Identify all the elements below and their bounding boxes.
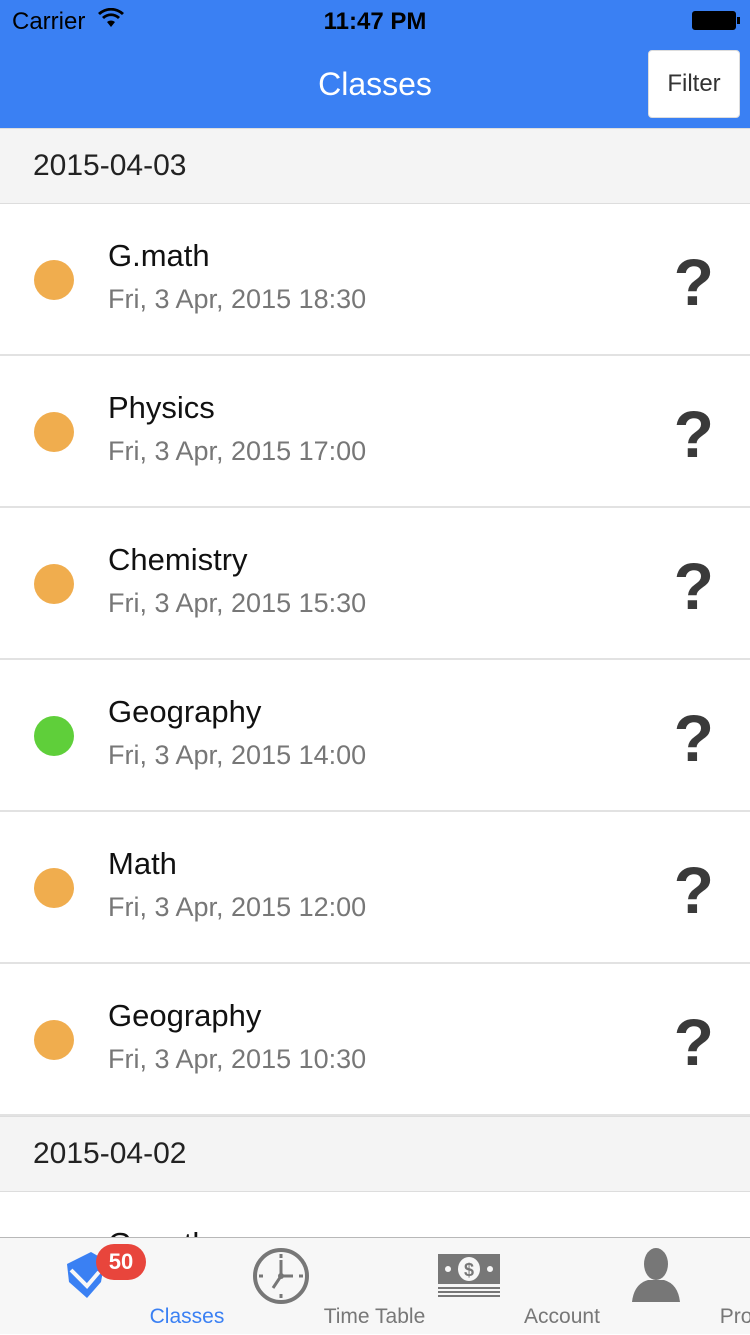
tab-label: Time Table <box>323 1305 426 1328</box>
list-item[interactable]: G.math ? <box>0 1192 750 1237</box>
class-time: Fri, 3 Apr, 2015 10:30 <box>108 1044 367 1074</box>
question-mark-icon[interactable]: ? <box>673 397 714 471</box>
class-name: Physics <box>108 390 215 425</box>
status-dot-icon <box>34 1020 74 1060</box>
status-dot-icon <box>34 564 74 604</box>
tab-account[interactable]: $ Account <box>375 1238 600 1335</box>
nav-bar: Carrier 11:47 PM Classes Filter <box>0 0 750 128</box>
tab-classes[interactable]: 50 Classes <box>0 1238 224 1335</box>
question-mark-icon[interactable]: ? <box>673 701 714 775</box>
list-item[interactable]: Geography Fri, 3 Apr, 2015 14:00 ? <box>0 660 750 812</box>
class-name: Geography <box>108 998 262 1033</box>
tab-profile[interactable]: Profile <box>563 1238 750 1335</box>
class-name: Math <box>108 846 177 881</box>
status-dot-icon <box>34 868 74 908</box>
class-time: Fri, 3 Apr, 2015 15:30 <box>108 588 367 618</box>
status-bar: Carrier 11:47 PM <box>0 0 750 40</box>
section-header: 2015-04-02 <box>0 1116 750 1192</box>
list-item[interactable]: Geography Fri, 3 Apr, 2015 10:30 ? <box>0 964 750 1116</box>
status-dot-icon <box>34 412 74 452</box>
tab-bar: 50 Classes Time Table $ Account Profile <box>0 1237 750 1334</box>
list-item[interactable]: Math Fri, 3 Apr, 2015 12:00 ? <box>0 812 750 964</box>
tab-label: Classes <box>149 1305 225 1328</box>
tab-time-table[interactable]: Time Table <box>188 1238 425 1335</box>
class-time: Fri, 3 Apr, 2015 18:30 <box>108 284 367 314</box>
class-time: Fri, 3 Apr, 2015 12:00 <box>108 892 367 922</box>
tab-label: Account <box>524 1305 600 1328</box>
class-name: Geography <box>108 694 262 729</box>
class-name: G.math <box>108 238 210 273</box>
class-list[interactable]: 2015-04-03 G.math Fri, 3 Apr, 2015 18:30… <box>0 128 750 1237</box>
svg-text:$: $ <box>464 1260 474 1280</box>
question-mark-icon[interactable]: ? <box>673 853 714 927</box>
wifi-icon <box>98 8 124 27</box>
clock-time: 11:47 PM <box>323 8 427 35</box>
question-mark-icon[interactable]: ? <box>673 1005 714 1079</box>
battery-icon <box>692 11 740 30</box>
class-time: Fri, 3 Apr, 2015 14:00 <box>108 740 367 770</box>
question-mark-icon[interactable]: ? <box>673 549 714 623</box>
class-time: Fri, 3 Apr, 2015 17:00 <box>108 436 367 466</box>
list-item[interactable]: Chemistry Fri, 3 Apr, 2015 15:30 ? <box>0 508 750 660</box>
status-dot-icon <box>34 260 74 300</box>
section-header: 2015-04-03 <box>0 128 750 204</box>
status-dot-icon <box>34 716 74 756</box>
notification-badge: 50 <box>96 1244 146 1280</box>
tab-label: Profile <box>719 1305 750 1328</box>
class-name: G.math <box>108 1226 210 1237</box>
question-mark-icon[interactable]: ? <box>674 1232 714 1237</box>
list-item[interactable]: Physics Fri, 3 Apr, 2015 17:00 ? <box>0 356 750 508</box>
filter-button[interactable]: Filter <box>648 50 740 118</box>
class-name: Chemistry <box>108 542 248 577</box>
carrier-label: Carrier <box>12 8 86 35</box>
page-title: Classes <box>318 66 432 102</box>
list-item[interactable]: G.math Fri, 3 Apr, 2015 18:30 ? <box>0 204 750 356</box>
question-mark-icon[interactable]: ? <box>673 245 714 319</box>
